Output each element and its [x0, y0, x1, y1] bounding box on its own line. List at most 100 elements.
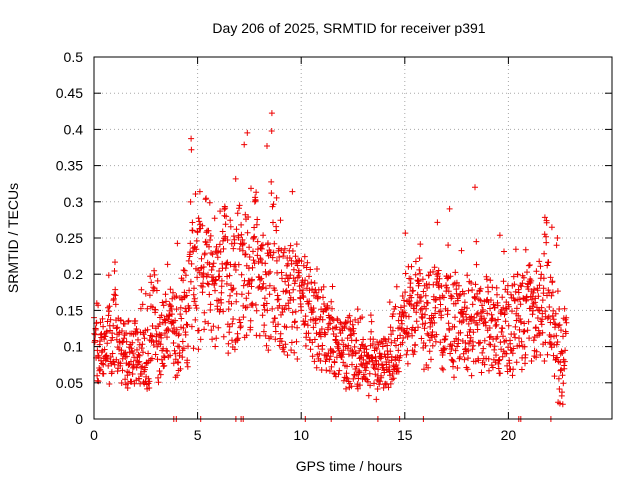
data-point-marker: [174, 372, 181, 379]
data-point-marker: [388, 353, 395, 360]
data-point-marker: [516, 342, 523, 349]
data-point-marker: [454, 343, 461, 350]
data-point-marker: [203, 195, 210, 202]
data-point-marker: [224, 259, 231, 266]
data-point-marker: [119, 328, 125, 334]
data-point-marker: [469, 301, 476, 308]
data-point-marker: [367, 312, 374, 319]
data-point-marker: [299, 292, 306, 299]
data-point-marker: [288, 339, 295, 346]
data-point-marker: [508, 291, 514, 298]
data-point-marker: [187, 278, 194, 285]
data-point-marker: [220, 308, 227, 315]
data-point-marker: [187, 249, 194, 256]
data-point-marker: [268, 190, 275, 197]
y-tick-label: 0.5: [64, 49, 84, 65]
data-point-marker: [301, 253, 308, 260]
data-point-marker: [373, 396, 380, 403]
data-point-marker: [532, 295, 539, 302]
data-point-marker: [473, 261, 480, 268]
data-point-marker: [470, 329, 477, 336]
data-point-marker: [218, 283, 225, 290]
data-point-marker: [218, 289, 225, 296]
data-point-marker: [196, 188, 203, 195]
data-point-marker: [554, 339, 561, 345]
data-point-marker: [215, 324, 222, 331]
data-point-marker: [101, 336, 108, 343]
data-point-marker: [270, 219, 276, 226]
data-point-marker: [346, 312, 353, 319]
data-point-marker: [539, 316, 546, 323]
data-point-marker: [136, 375, 143, 382]
data-point-marker: [112, 301, 119, 308]
data-point-marker: [298, 258, 305, 265]
data-point-marker: [385, 351, 391, 358]
data-point-marker: [500, 304, 507, 311]
data-point-marker: [356, 367, 362, 374]
data-point-marker: [292, 278, 299, 284]
y-tick-label: 0.35: [56, 158, 83, 174]
data-point-marker: [277, 217, 284, 224]
data-point-marker: [563, 319, 570, 326]
data-point-marker: [160, 302, 167, 309]
data-point-marker: [539, 297, 546, 304]
data-point-marker: [175, 359, 182, 366]
data-point-marker: [400, 335, 407, 341]
data-point-marker: [251, 224, 258, 231]
data-point-marker: [331, 370, 338, 377]
data-point-marker: [389, 327, 396, 334]
data-point-marker: [328, 363, 335, 370]
data-point-marker: [243, 332, 250, 339]
data-point-marker: [553, 332, 560, 339]
data-point-marker: [453, 279, 460, 286]
data-point-marker: [344, 335, 351, 342]
data-point-marker: [95, 302, 102, 309]
data-point-marker: [393, 342, 399, 349]
data-point-marker: [224, 237, 231, 243]
data-point-marker: [167, 352, 174, 359]
data-point-marker: [282, 278, 289, 285]
data-point-marker: [189, 219, 196, 226]
data-point-marker: [183, 292, 190, 299]
data-point-marker: [394, 335, 401, 342]
data-point-marker: [536, 282, 543, 289]
data-point-marker: [555, 322, 562, 329]
data-point-marker: [307, 266, 314, 273]
data-point-marker: [326, 356, 333, 363]
data-point-marker: [343, 385, 349, 392]
data-point-marker: [209, 336, 216, 343]
data-point-marker: [242, 251, 248, 258]
data-point-marker: [366, 370, 373, 377]
data-point-marker: [371, 380, 377, 387]
data-point-marker: [249, 276, 255, 283]
data-point-marker: [468, 280, 475, 286]
data-point-marker: [229, 320, 236, 327]
data-point-marker: [429, 329, 436, 335]
data-point-marker: [201, 309, 208, 316]
data-point-marker: [136, 352, 143, 359]
data-point-marker: [227, 292, 233, 299]
data-point-marker: [516, 335, 522, 342]
data-point-marker: [351, 343, 358, 350]
data-point-marker: [180, 345, 187, 352]
data-point-marker: [387, 380, 394, 387]
data-point-marker: [505, 322, 512, 329]
data-point-marker: [418, 293, 425, 300]
data-point-marker: [422, 311, 428, 318]
data-point-marker: [469, 287, 476, 293]
data-point-marker: [553, 341, 560, 348]
data-point-marker: [416, 255, 423, 262]
data-point-marker: [533, 354, 540, 361]
data-point-marker: [191, 298, 198, 305]
data-point-marker: [432, 310, 439, 317]
data-point-marker: [487, 341, 494, 348]
data-point-marker: [449, 342, 456, 349]
data-point-marker: [422, 292, 429, 299]
data-point-marker: [335, 371, 342, 378]
data-point-marker: [106, 303, 113, 310]
data-point-marker: [129, 371, 136, 377]
data-point-marker: [194, 274, 201, 281]
data-point-marker: [455, 282, 462, 289]
data-point-marker: [265, 347, 272, 354]
data-point-marker: [481, 337, 488, 344]
